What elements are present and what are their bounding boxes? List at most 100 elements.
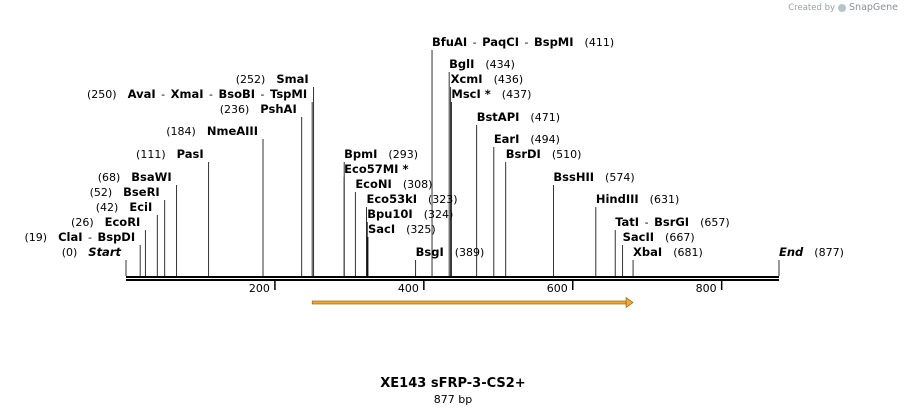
- position-label: (510): [541, 148, 582, 161]
- site-label-msci: MscI * (437): [450, 87, 531, 276]
- position-label: (436): [483, 73, 524, 86]
- position-label: (111): [136, 148, 177, 161]
- site-label-text: MscI * (437): [451, 87, 531, 101]
- enzyme-name: BglI: [449, 57, 474, 71]
- enzyme-name: HindIII: [596, 192, 639, 206]
- site-label-eco53ki: Eco53kI (323): [366, 192, 458, 276]
- enzyme-name: BspMI: [534, 35, 574, 49]
- site-label-end: End (877): [778, 245, 844, 276]
- position-label: (236): [220, 103, 261, 116]
- enzyme-name: MscI *: [451, 87, 490, 101]
- position-label: (293): [377, 148, 418, 161]
- site-label-bpu10i: Bpu10I (324): [366, 207, 454, 276]
- site-label-eari: EarI (494): [493, 132, 560, 276]
- enzyme-name: EcoRI: [105, 215, 141, 229]
- position-label: -: [519, 36, 534, 49]
- site-label-text: (236) PshAI: [220, 102, 297, 116]
- enzyme-name: BsgI: [416, 245, 444, 259]
- enzyme-name: BstAPI: [477, 110, 520, 124]
- ruler-tick-label-600: 600: [547, 282, 568, 295]
- position-label: (494): [519, 133, 560, 146]
- site-label-text: (184) NmeAIII: [166, 124, 258, 138]
- enzyme-name: Bpu10I: [367, 207, 412, 221]
- enzyme-name: BsoBI: [218, 87, 255, 101]
- site-label-text: BpmI (293): [344, 147, 418, 161]
- position-label: (324): [413, 208, 454, 221]
- site-label-text: SacII (667): [623, 230, 695, 244]
- position-label: -: [467, 36, 482, 49]
- enzyme-name: PasI: [177, 147, 204, 161]
- position-label: (68): [98, 171, 132, 184]
- position-label: (657): [689, 216, 730, 229]
- site-label-text: XcmI (436): [451, 72, 524, 86]
- site-label-text: EarI (494): [494, 132, 560, 146]
- site-label-xbai: XbaI (681): [632, 245, 703, 276]
- site-label-bseri: (52) BseRI: [90, 185, 166, 276]
- backbone-top-line: [126, 276, 779, 278]
- site-label-bgli: BglI (434): [448, 57, 515, 276]
- position-label: (52): [90, 186, 124, 199]
- position-label: (667): [654, 231, 695, 244]
- site-label-text: XbaI (681): [633, 245, 703, 259]
- site-label-econi: EcoNI (308): [354, 177, 433, 276]
- position-label: (26): [71, 216, 105, 229]
- site-label-text: TatI - BsrGI (657): [615, 215, 729, 229]
- position-label: (308): [392, 178, 433, 191]
- enzyme-name: XmaI: [171, 87, 204, 101]
- site-label-eco57mi: Eco57MI *: [343, 162, 408, 276]
- position-label: (42): [96, 201, 130, 214]
- site-label-text: HindIII (631): [596, 192, 679, 206]
- credit-prefix: Created by: [788, 2, 836, 13]
- enzyme-name: TatI: [615, 215, 639, 229]
- site-label-clai-bspdi: (19) ClaI - BspDI: [24, 230, 141, 276]
- enzyme-name: SacII: [623, 230, 654, 244]
- site-label-text: Eco53kI (323): [367, 192, 458, 206]
- ruler-tick-label-800: 800: [696, 282, 717, 295]
- site-label-avai-xmai-bsobi-tspmi: (250) AvaI - XmaI - BsoBI - TspMI: [87, 87, 313, 276]
- enzyme-name: BsrDI: [506, 147, 541, 161]
- position-label: (437): [491, 88, 532, 101]
- enzyme-name: BfuAI: [432, 35, 467, 49]
- enzyme-name: SmaI: [276, 72, 308, 86]
- enzyme-name: Start: [88, 245, 121, 259]
- site-label-bfuai-paqci-bspmi: BfuAI - PaqCI - BspMI (411): [431, 35, 614, 276]
- ruler-tick-label-400: 400: [398, 282, 419, 295]
- position-label: (252): [236, 73, 277, 86]
- snapgene-logo-icon: [838, 3, 847, 12]
- site-label-text: BstAPI (471): [477, 110, 560, 124]
- enzyme-name: NmeAIII: [207, 124, 258, 138]
- site-label-bsrdi: BsrDI (510): [505, 147, 582, 276]
- position-label: (323): [417, 193, 458, 206]
- enzyme-name: End: [779, 245, 804, 259]
- enzyme-name: EarI: [494, 132, 520, 146]
- position-label: -: [82, 231, 97, 244]
- site-label-nmeaiii: (184) NmeAIII: [166, 124, 264, 276]
- site-label-text: BfuAI - PaqCI - BspMI (411): [432, 35, 614, 49]
- site-label-text: (26) EcoRI: [71, 215, 140, 229]
- site-label-text: (250) AvaI - XmaI - BsoBI - TspMI: [87, 87, 307, 101]
- site-label-text: (52) BseRI: [90, 185, 160, 199]
- position-label: -: [255, 88, 270, 101]
- position-label: (19): [24, 231, 58, 244]
- site-label-start: (0) Start: [62, 245, 127, 276]
- site-label-bsshii: BssHII (574): [552, 170, 635, 276]
- site-label-tati-bsrgi: TatI - BsrGI (657): [614, 215, 730, 276]
- enzyme-name: AvaI: [128, 87, 156, 101]
- enzyme-name: Eco57MI *: [344, 162, 408, 176]
- site-label-text: (42) EciI: [96, 200, 153, 214]
- position-label: -: [203, 88, 218, 101]
- enzyme-name: TspMI: [270, 87, 307, 101]
- enzyme-name: BspDI: [97, 230, 135, 244]
- site-label-smai: (252) SmaI: [236, 72, 315, 276]
- site-label-hindiii: HindIII (631): [595, 192, 679, 276]
- position-label: (0): [62, 246, 89, 259]
- enzyme-name: ClaI: [58, 230, 82, 244]
- enzyme-name: XcmI: [451, 72, 483, 86]
- enzyme-name: BsaWI: [131, 170, 171, 184]
- credit-brand: SnapGene: [849, 2, 898, 13]
- site-label-text: (252) SmaI: [236, 72, 309, 86]
- site-label-text: (0) Start: [62, 245, 122, 259]
- site-label-ecori: (26) EcoRI: [71, 215, 146, 276]
- site-label-text: (19) ClaI - BspDI: [24, 230, 135, 244]
